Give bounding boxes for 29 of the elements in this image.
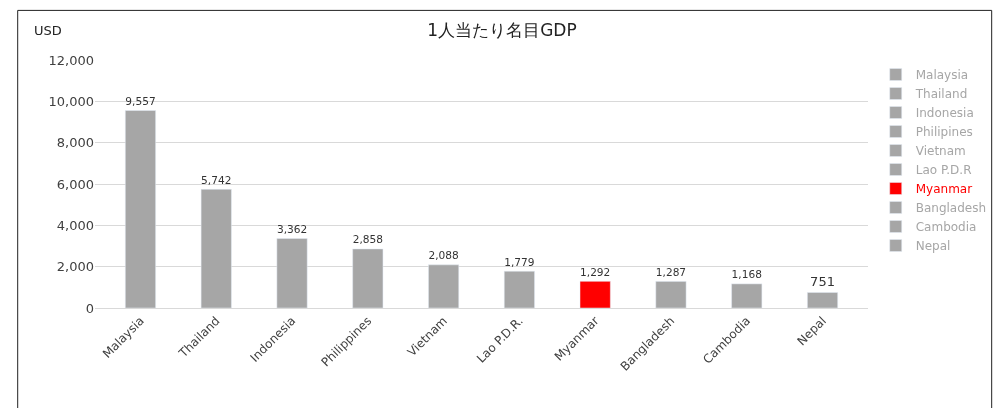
data-label: 9,557 xyxy=(125,95,156,108)
data-label: 751 xyxy=(810,274,835,290)
y-axis-title: USD xyxy=(34,23,62,38)
data-label: 3,362 xyxy=(276,223,308,236)
legend-label: Philipines xyxy=(915,125,973,140)
data-label: 1,287 xyxy=(655,265,687,278)
legend-label: Indonesia xyxy=(915,106,974,121)
data-label: 2,858 xyxy=(352,233,383,246)
data-label: 1,292 xyxy=(580,265,611,278)
y-tick-label: 2,000 xyxy=(56,259,94,275)
y-tick-label: 6,000 xyxy=(56,176,94,192)
legend-label: Bangladesh xyxy=(915,201,987,216)
y-tick-label: 4,000 xyxy=(56,217,94,233)
y-tick-label: 10,000 xyxy=(48,93,94,109)
legend-label: Thailand xyxy=(914,87,968,102)
legend-label: Vietnam xyxy=(915,144,966,159)
legend-label: Lao P.D.R xyxy=(915,163,972,178)
y-tick-label: 0 xyxy=(85,300,94,316)
chart-title: 1人当たり名目GDP xyxy=(427,20,577,41)
legend-label: Myanmar xyxy=(915,182,973,197)
y-tick-label: 8,000 xyxy=(56,135,94,151)
data-label: 1,168 xyxy=(731,268,762,281)
legend-label: Cambodia xyxy=(915,220,977,235)
legend-label: Malaysia xyxy=(915,68,969,83)
y-tick-label: 12,000 xyxy=(48,52,94,68)
data-label: 1,779 xyxy=(504,255,535,268)
data-label: 5,742 xyxy=(201,173,232,186)
data-label: 2,088 xyxy=(428,249,459,262)
legend-label: Nepal xyxy=(915,239,951,254)
